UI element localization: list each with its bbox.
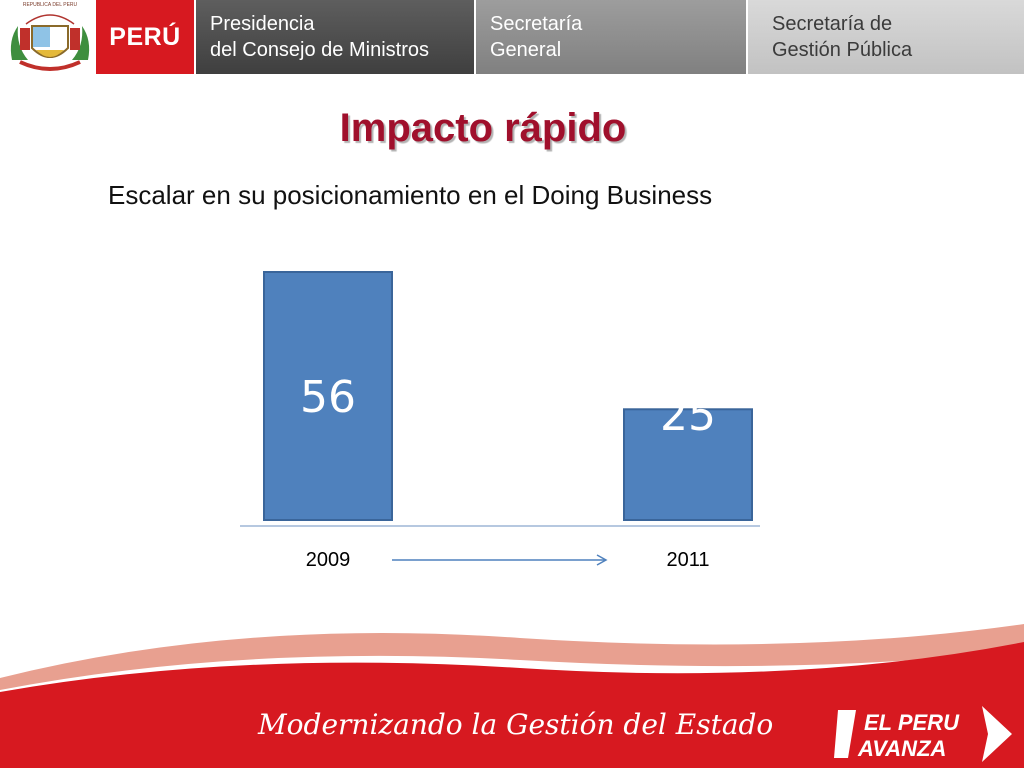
header-bar: REPUBLICA DEL PERU PERÚ Presidencia del … — [0, 0, 1024, 74]
el-peru-avanza-logo: EL PERU AVANZA — [834, 706, 1012, 762]
value-label-2011: 25 — [660, 390, 716, 441]
sgp-line-1: Secretaría de — [772, 13, 893, 35]
coat-of-arms-icon — [10, 14, 90, 71]
value-label-2009: 56 — [300, 372, 356, 423]
peru-block: PERÚ — [96, 0, 194, 74]
bar-2011 — [623, 408, 753, 521]
pcm-line-2: del Consejo de Ministros — [210, 39, 429, 61]
category-label-2009: 2009 — [306, 549, 351, 571]
sgp-block: Secretaría de Gestión Pública — [748, 0, 1024, 74]
pcm-block: Presidencia del Consejo de Ministros — [196, 0, 474, 74]
category-label-2011: 2011 — [666, 549, 709, 571]
footer-band — [0, 624, 1024, 768]
sg-line-1: Secretaría — [490, 13, 583, 35]
sg-line-2: General — [490, 39, 562, 61]
sgp-line-2: Gestión Pública — [772, 39, 913, 61]
sg-block: Secretaría General — [476, 0, 746, 74]
footer-motto: Modernizando la Gestión del Estado — [258, 708, 774, 741]
peru-label: PERÚ — [109, 22, 181, 51]
slide-subtitle: Escalar en su posicionamiento en el Doin… — [108, 180, 713, 210]
logo-line-1: EL PERU — [864, 710, 960, 735]
logo-line-2: AVANZA — [857, 736, 946, 761]
slide-title: Impacto rápido — [339, 106, 627, 150]
seal-caption: REPUBLICA DEL PERU — [22, 2, 78, 8]
bar-2009 — [263, 271, 393, 521]
pcm-line-1: Presidencia — [210, 13, 315, 35]
